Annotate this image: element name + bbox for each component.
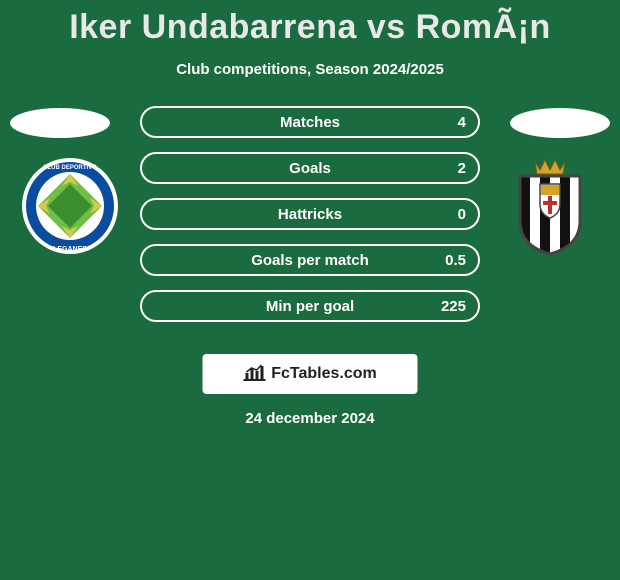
branding-text: FcTables.com — [271, 365, 377, 383]
club-crest-right — [500, 156, 600, 256]
stat-row-goals-per-match: Goals per match 0.5 — [140, 244, 480, 276]
stat-row-goals: Goals 2 — [140, 152, 480, 184]
stat-right-value: 2 — [458, 160, 466, 177]
branding-badge: FcTables.com — [203, 354, 418, 394]
stat-row-hattricks: Hattricks 0 — [140, 198, 480, 230]
svg-text:LEGANES: LEGANES — [53, 246, 87, 253]
club-crest-left: CLUB DEPORTIVO LEGANES — [20, 156, 120, 256]
stat-label: Goals per match — [142, 252, 478, 269]
stat-label: Hattricks — [142, 206, 478, 223]
stat-right-value: 0.5 — [445, 252, 466, 269]
stat-right-value: 0 — [458, 206, 466, 223]
stat-row-min-per-goal: Min per goal 225 — [140, 290, 480, 322]
comparison-area: CLUB DEPORTIVO LEGANES — [0, 106, 620, 346]
stats-table: Matches 4 Goals 2 Hattricks 0 Goals per … — [140, 106, 480, 322]
player-marker-left — [10, 108, 110, 138]
date-label: 24 december 2024 — [0, 410, 620, 427]
subtitle: Club competitions, Season 2024/2025 — [0, 61, 620, 78]
page-title: Iker Undabarrena vs RomÃ¡n — [0, 0, 620, 47]
chart-icon — [243, 363, 265, 386]
stat-row-matches: Matches 4 — [140, 106, 480, 138]
svg-text:CLUB DEPORTIVO: CLUB DEPORTIVO — [43, 165, 97, 171]
stat-right-value: 225 — [441, 298, 466, 315]
stat-label: Goals — [142, 160, 478, 177]
stat-right-value: 4 — [458, 114, 466, 131]
stat-label: Matches — [142, 114, 478, 131]
stat-label: Min per goal — [142, 298, 478, 315]
player-marker-right — [510, 108, 610, 138]
